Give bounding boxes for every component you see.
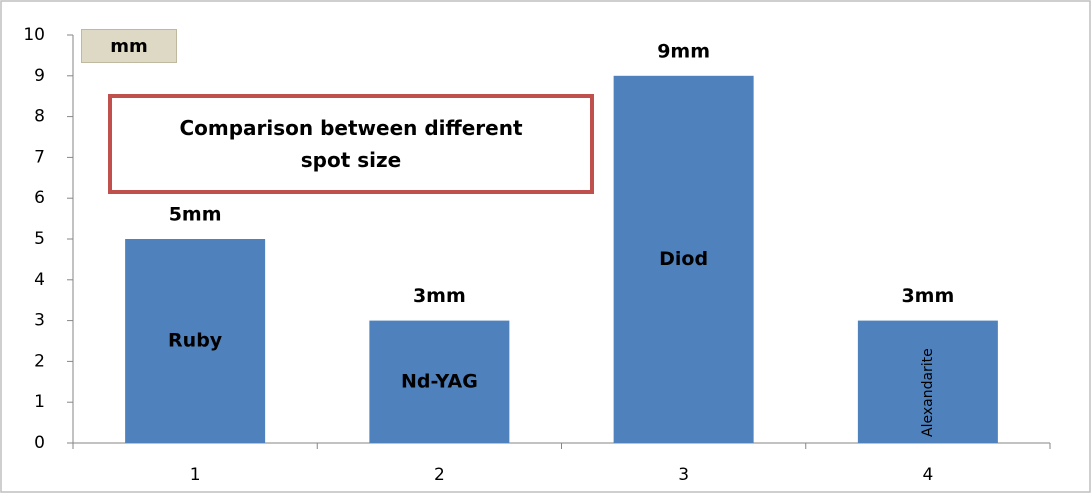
y-tick-label: 8	[34, 107, 45, 127]
value-label: 3mm	[413, 285, 466, 307]
bar-label: Ruby	[168, 330, 223, 352]
y-tick-label: 5	[34, 229, 45, 249]
x-tick-label: 1	[190, 465, 201, 485]
y-tick-label: 9	[34, 66, 45, 86]
x-tick-label: 3	[678, 465, 689, 485]
bar-label: Alexandarite	[920, 348, 936, 437]
y-tick-label: 7	[34, 147, 45, 167]
bar	[613, 75, 754, 444]
y-tick-label: 3	[34, 311, 45, 331]
bar	[125, 239, 266, 443]
y-tick-label: 2	[34, 351, 45, 371]
bar-label: Nd-YAG	[401, 370, 478, 392]
y-tick-label: 10	[23, 25, 45, 45]
x-tick-label: 4	[922, 465, 933, 485]
value-label: 9mm	[657, 40, 710, 62]
y-tick-label: 1	[34, 392, 45, 412]
bar	[369, 320, 510, 443]
value-label: 5mm	[169, 204, 222, 226]
annotation: Comparison between different spot size	[108, 94, 594, 194]
x-tick-label: 2	[434, 465, 445, 485]
y-axis-unit: mm	[81, 29, 177, 63]
y-tick-label: 0	[34, 433, 45, 453]
bar-label: Diod	[659, 248, 708, 270]
y-tick-label: 6	[34, 188, 45, 208]
value-label: 3mm	[901, 285, 954, 307]
bar	[857, 320, 998, 443]
y-tick-label: 4	[34, 270, 45, 290]
